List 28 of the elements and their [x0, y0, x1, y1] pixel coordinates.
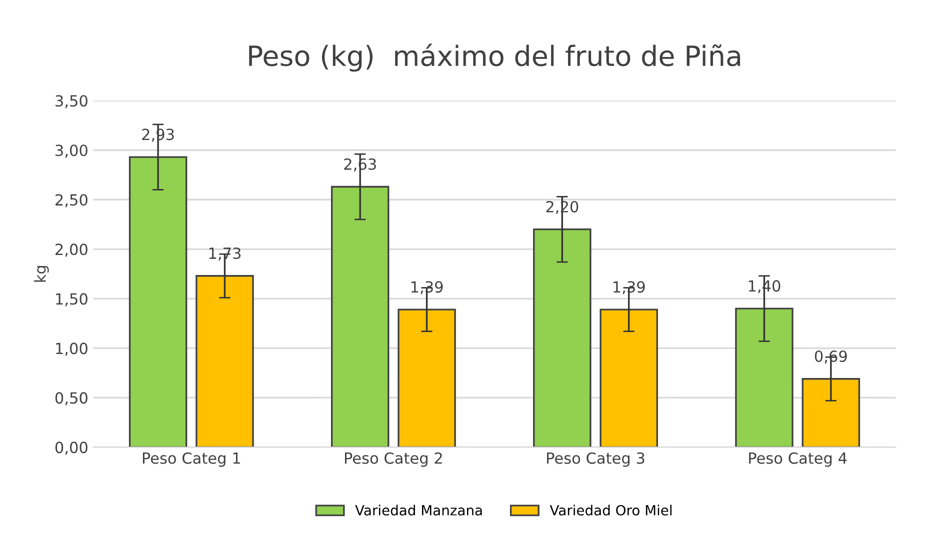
y-tick-label: 2,00	[56, 244, 88, 257]
y-tick-label: 1,50	[56, 293, 88, 306]
y-tick-label: 0,50	[55, 392, 88, 406]
data-label: 1,73	[209, 247, 241, 261]
bar	[533, 228, 592, 448]
bar	[330, 186, 390, 448]
bar	[196, 275, 254, 448]
bar	[600, 308, 658, 448]
x-tick-label: Peso Categ 3	[547, 452, 644, 467]
y-tick-label: 3,00	[56, 144, 88, 158]
y-axis-title: kg	[34, 266, 49, 282]
bar	[735, 308, 794, 448]
bar	[802, 378, 860, 448]
data-label: 1,39	[411, 281, 443, 294]
legend-label: Variedad Manzana	[355, 504, 482, 516]
bar	[128, 156, 188, 448]
x-tick-label: Peso Categ 4	[749, 452, 847, 467]
y-tick-label: 0,00	[55, 442, 88, 455]
x-tick-label: Peso Categ 2	[345, 452, 442, 467]
y-tick-label: 2,50	[56, 194, 88, 208]
y-tick-label: 3,50	[56, 95, 88, 108]
data-label: 0,69	[814, 350, 847, 364]
y-tick-label: 1,00	[56, 342, 88, 356]
legend-label: Variedad Oro Miel	[550, 504, 672, 516]
chart-title: Peso (kg) máximo del fruto de Piña	[249, 44, 740, 72]
bar	[398, 308, 456, 448]
x-tick-label: Peso Categ 1	[142, 452, 240, 467]
data-label: 1,39	[614, 281, 645, 294]
